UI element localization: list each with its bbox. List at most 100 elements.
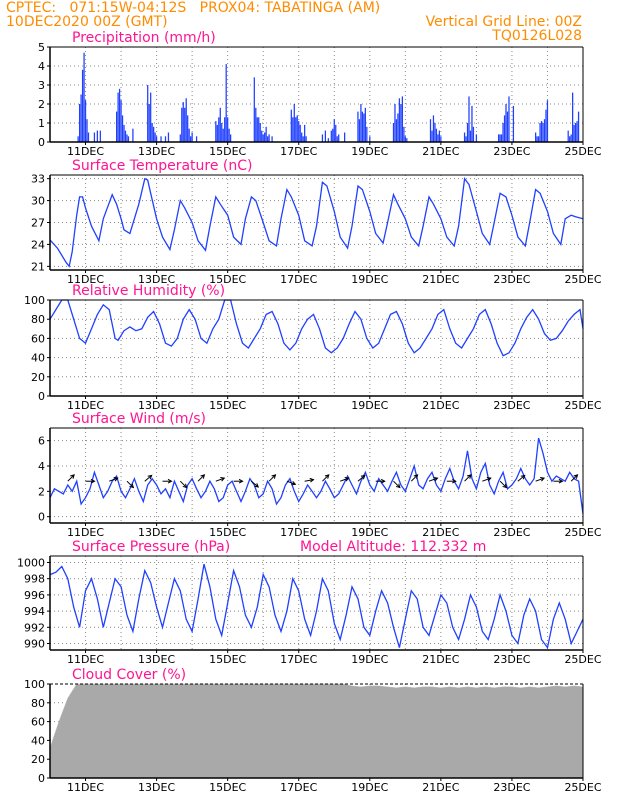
panel1-bar — [264, 132, 266, 142]
panel1-bar — [333, 119, 335, 142]
panel1-bar — [187, 115, 189, 142]
panel3-series-line — [49, 299, 584, 357]
panel4-wind-arrow-head — [344, 477, 350, 482]
panel4-wind-arrow — [499, 480, 508, 489]
panel4-wind-arrow-head — [360, 474, 366, 480]
panel1-bar — [463, 132, 466, 142]
panel1-bar — [181, 107, 183, 142]
panel4-wind-arrow-shaft — [251, 480, 259, 488]
panel1-title: Precipitation (mm/h) — [72, 30, 216, 46]
panel1-bar — [338, 134, 340, 142]
panel4-wind-arrow-head — [147, 474, 153, 480]
panel4-wind-arrow-head — [502, 483, 508, 489]
panel2-xtick-label: 19DEC — [351, 273, 388, 286]
panel5-xtick-label: 11DEC — [67, 653, 104, 666]
panel1-bar — [126, 134, 128, 142]
panel1-bar — [369, 136, 371, 142]
panel3-ytick-label: 0 — [38, 390, 45, 403]
panel1-bar — [222, 128, 224, 142]
panel1-bar — [440, 136, 442, 142]
panel4-xtick-label: 25DEC — [564, 526, 601, 539]
panel1-bar — [215, 121, 217, 142]
panel2-xtick-label: 21DEC — [422, 273, 459, 286]
panel1-bar — [471, 105, 473, 142]
panel1-bar — [332, 128, 334, 142]
panel1-bar — [304, 124, 306, 142]
panel1-bar — [398, 98, 401, 142]
panel3-xtick-label: 15DEC — [209, 399, 246, 412]
panel1-bar — [394, 104, 396, 142]
panel4-wind-arrow — [535, 477, 546, 482]
panel1-bar — [429, 119, 432, 142]
panel6-xtick-label: 25DEC — [564, 781, 601, 794]
panel4-wind-arrow-shaft — [109, 477, 118, 482]
panel4-wind-arrow-shaft — [357, 475, 366, 482]
panel1-bar — [434, 123, 436, 142]
panel4-wind-arrow — [215, 477, 226, 482]
header-run-id: TQ0126L028 — [492, 28, 582, 44]
panel1-xtick-label: 21DEC — [422, 145, 459, 158]
panel4-wind-arrow-shaft — [464, 474, 472, 482]
panel1-bar — [321, 134, 324, 142]
panel2-ytick-label: 30 — [31, 195, 45, 208]
panel1-xtick-label: 13DEC — [138, 145, 175, 158]
panel1-bar — [406, 138, 408, 142]
header-line1: CPTEC: 071:15W-04:12S PROX04: TABATINGA … — [6, 0, 381, 16]
panel1-bar — [78, 104, 81, 142]
panel5-xtick-label: 13DEC — [138, 653, 175, 666]
panel1-bar — [505, 104, 507, 142]
panel1-xtick-label: 19DEC — [351, 145, 388, 158]
panel4-wind-arrow — [126, 480, 135, 489]
panel1-bar — [358, 119, 361, 142]
panel1-bar — [218, 117, 220, 142]
panel4-wind-arrow-head — [70, 474, 75, 479]
panel1-bar — [191, 132, 193, 142]
panel4-wind-arrow-head — [271, 474, 277, 479]
panel1-bar — [335, 124, 337, 142]
panel1-bar — [466, 123, 469, 142]
panel4-wind-arrow-shaft — [570, 474, 578, 482]
panel1-bar — [502, 123, 504, 142]
panel2-ytick-label: 27 — [31, 217, 45, 230]
panel1-bar — [271, 136, 273, 142]
panel4-wind-arrow-head — [220, 477, 226, 482]
panel1-bar — [221, 123, 223, 142]
panel1-bar — [118, 88, 121, 142]
panel1-bar — [153, 126, 155, 142]
panel4-ytick-label: 4 — [38, 460, 45, 473]
panel1-bar — [539, 123, 541, 142]
panel1-bar — [360, 104, 362, 142]
panel4-wind-arrow — [553, 478, 564, 484]
panel6-cloud-area — [49, 683, 584, 779]
panel4-wind-arrow — [322, 474, 330, 482]
panel3-xtick-label: 11DEC — [67, 399, 104, 412]
panel4-wind-arrow — [162, 478, 173, 484]
panel1-bar — [400, 104, 402, 142]
panel5-xtick-label: 23DEC — [493, 653, 530, 666]
panel4-wind-arrow-head — [520, 474, 526, 480]
panel4-wind-arrow-head — [573, 474, 579, 479]
panel4-ytick-label: 0 — [38, 511, 45, 524]
panel1-bar — [545, 109, 547, 142]
panel1-bar — [293, 104, 295, 142]
panel1-ytick-label: 2 — [38, 98, 45, 111]
panel4-wind-arrow — [428, 477, 439, 482]
panel5-series-line — [49, 563, 584, 650]
panel4-wind-arrow — [357, 474, 366, 482]
panel1-bar — [537, 136, 540, 142]
panel1-bar — [258, 117, 260, 142]
panel1-bar — [472, 126, 475, 142]
panel1-bar — [432, 115, 435, 142]
panel1-bar — [305, 136, 307, 142]
panel1-bar — [160, 136, 162, 142]
header-grid-note: Vertical Grid Line: 00Z — [425, 14, 582, 30]
panel4-wind-arrow-head — [380, 478, 386, 484]
panel5-ytick-label: 994 — [24, 605, 45, 618]
panel1-bar — [265, 126, 267, 142]
panel1-bar — [179, 134, 181, 142]
panel6-ytick-label: 20 — [31, 753, 45, 766]
panel1-bar — [508, 96, 510, 142]
panel1-bar — [77, 136, 79, 142]
panel4-wind-arrow-head — [324, 474, 330, 479]
